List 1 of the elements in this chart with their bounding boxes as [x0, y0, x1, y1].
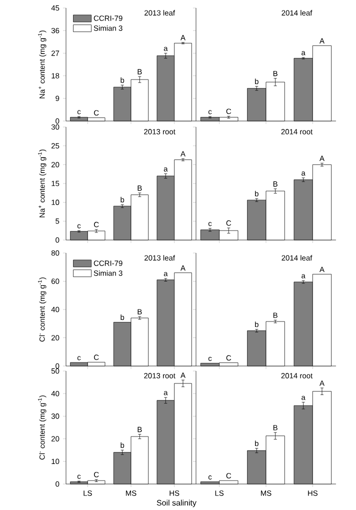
x-axis-title: Soil salinity: [156, 500, 196, 508]
